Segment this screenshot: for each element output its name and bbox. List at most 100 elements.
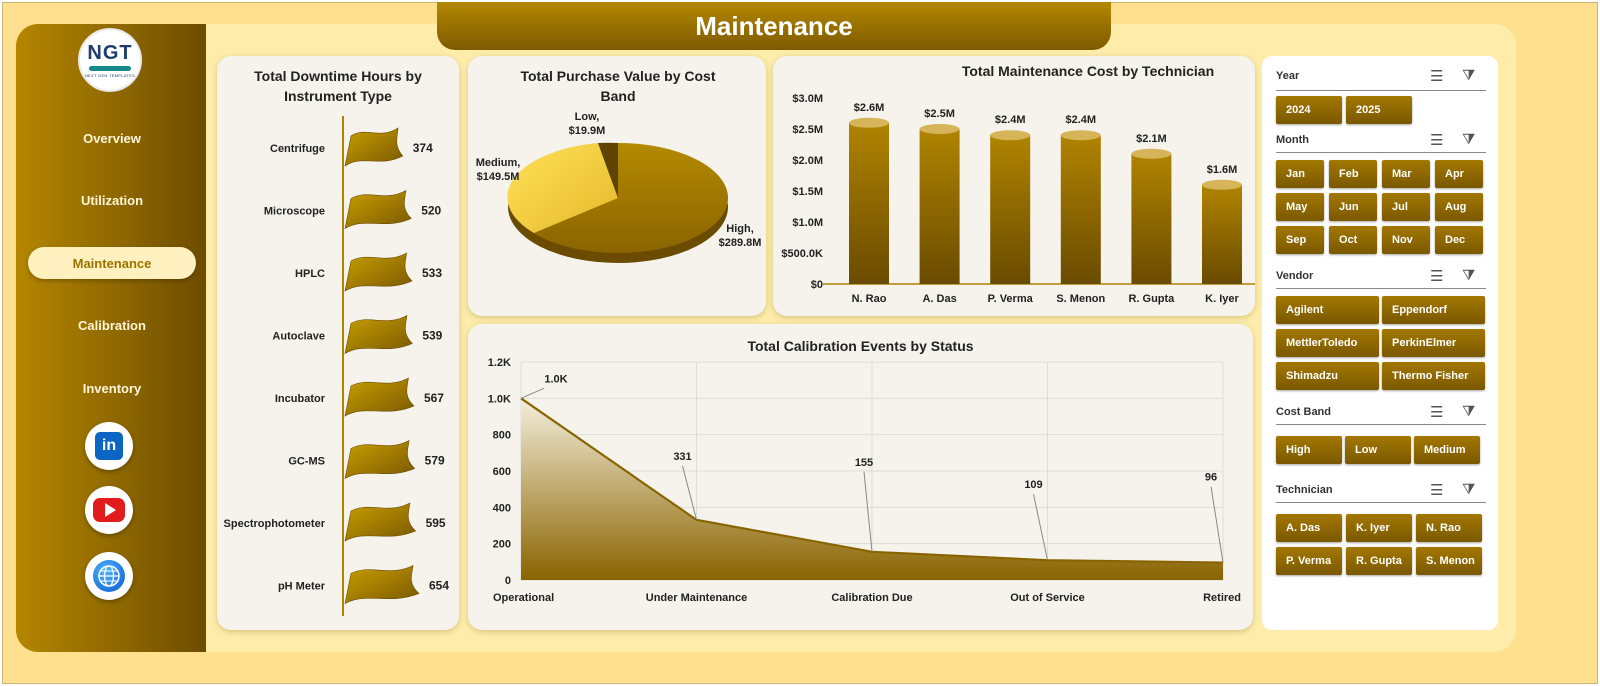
purchase-title: Total Purchase Value by Cost Band: [488, 66, 748, 106]
slicer-panel: Year ☰ ⧩ 2024 2025 Month ☰ ⧩ Jan Feb Mar Apr May Jun J…: [1262, 56, 1498, 630]
downtime-title-line1: Total Downtime Hours by: [254, 68, 422, 84]
technician-cost-bar-cap: [990, 130, 1031, 141]
month-option[interactable]: Dec: [1435, 226, 1483, 254]
nav-calibration[interactable]: Calibration: [78, 317, 146, 333]
technician-cost-category-label: R. Gupta: [1128, 293, 1175, 305]
year-option[interactable]: 2025: [1346, 96, 1412, 124]
purchase-title-line2: Band: [600, 88, 636, 104]
downtime-bar: [344, 127, 404, 167]
clear-filter-icon[interactable]: ⧩: [1462, 481, 1476, 498]
cost_band-option[interactable]: High: [1276, 436, 1342, 464]
downtime-bar: [344, 314, 413, 355]
month-option[interactable]: Jan: [1276, 160, 1324, 188]
downtime-category-label: Microscope: [264, 206, 325, 218]
downtime-chart: Centrifuge 374 Microscope 520 HPLC 533 Autocla…: [224, 116, 449, 616]
downtime-bar: [344, 502, 417, 542]
multi-select-icon[interactable]: ☰: [1430, 132, 1444, 149]
nav-maintenance[interactable]: Maintenance: [28, 247, 196, 279]
pie-label-low-name: Low,: [575, 111, 600, 123]
month-option[interactable]: Oct: [1329, 226, 1377, 254]
downtime-value-label: 533: [422, 266, 442, 280]
vendor-option[interactable]: Agilent: [1276, 296, 1379, 324]
technician-cost-y-tick: $2.0M: [792, 155, 823, 167]
technician-cost-y-tick: $1.5M: [792, 186, 823, 198]
globe-icon: [93, 560, 125, 592]
vendor-option[interactable]: PerkinElmer: [1382, 329, 1485, 357]
nav-utilization[interactable]: Utilization: [80, 192, 144, 208]
calibration-leader-line: [1033, 494, 1048, 561]
purchase-card: Total Purchase Value by Cost Band Low, $…: [468, 56, 766, 316]
technician-option[interactable]: N. Rao: [1416, 514, 1482, 542]
vendor-slicer-divider: [1276, 288, 1486, 289]
clear-filter-icon[interactable]: ⧩: [1462, 267, 1476, 284]
vendor-slicer-label: Vendor: [1276, 270, 1314, 282]
technician-option[interactable]: A. Das: [1276, 514, 1342, 542]
nav-overview[interactable]: Overview: [83, 130, 141, 146]
multi-select-icon[interactable]: ☰: [1430, 268, 1444, 285]
technician-cost-category-label: S. Menon: [1056, 293, 1105, 305]
downtime-value-label: 579: [425, 454, 445, 468]
website-button[interactable]: [85, 552, 133, 600]
technician-option[interactable]: K. Iyer: [1346, 514, 1412, 542]
calibration-value-label: 155: [855, 457, 873, 469]
clear-filter-icon[interactable]: ⧩: [1462, 131, 1476, 148]
calibration-category-label: Calibration Due: [831, 592, 912, 604]
month-option[interactable]: Sep: [1276, 226, 1324, 254]
month-option[interactable]: Aug: [1435, 193, 1483, 221]
multi-select-icon[interactable]: ☰: [1430, 404, 1444, 421]
technician-cost-value-label: $2.4M: [995, 114, 1026, 126]
clear-filter-icon[interactable]: ⧩: [1462, 403, 1476, 420]
technician-cost-category-label: K. Iyer: [1205, 293, 1239, 305]
calibration-leader-line: [520, 387, 545, 399]
technician-cost-category-label: A. Das: [922, 293, 956, 305]
month-option[interactable]: Jun: [1329, 193, 1377, 221]
technician-cost-bar: [990, 135, 1031, 284]
cost_band-option[interactable]: Medium: [1414, 436, 1480, 464]
calibration-chart: 1.2K 1.0K 800 600 400 200 0 1.0K Operational 331…: [488, 357, 1241, 604]
technician-cost-chart: $3.0M $2.5M $2.0M $1.5M $1.0M $500.0K $0 $2.6M…: [781, 93, 1255, 305]
multi-select-icon[interactable]: ☰: [1430, 482, 1444, 499]
downtime-bar: [344, 252, 413, 292]
technician-option[interactable]: S. Menon: [1416, 547, 1482, 575]
pie-label-medium-value: $149.5M: [477, 171, 520, 183]
linkedin-button[interactable]: in: [85, 422, 133, 470]
month-option[interactable]: May: [1276, 193, 1324, 221]
downtime-category-label: Autoclave: [272, 331, 325, 343]
calibration-area: [521, 398, 1223, 580]
downtime-category-label: HPLC: [295, 268, 325, 280]
calibration-category-label: Out of Service: [1010, 592, 1085, 604]
vendor-option[interactable]: MettlerToledo: [1276, 329, 1379, 357]
downtime-category-label: Spectrophotometer: [224, 518, 326, 530]
clear-filter-icon[interactable]: ⧩: [1462, 67, 1476, 84]
month-option[interactable]: Jul: [1382, 193, 1430, 221]
month-option[interactable]: Feb: [1329, 160, 1377, 188]
downtime-value-label: 374: [413, 141, 433, 155]
technician-cost-value-label: $2.6M: [854, 102, 885, 114]
purchase-title-line1: Total Purchase Value by Cost: [520, 68, 716, 84]
month-option[interactable]: Nov: [1382, 226, 1430, 254]
vendor-option[interactable]: Shimadzu: [1276, 362, 1379, 390]
calibration-value-label: 1.0K: [544, 373, 567, 385]
youtube-button[interactable]: [85, 486, 133, 534]
month-option[interactable]: Mar: [1382, 160, 1430, 188]
downtime-bar: [344, 564, 420, 605]
multi-select-icon[interactable]: ☰: [1430, 68, 1444, 85]
downtime-category-label: Incubator: [275, 393, 326, 405]
technician-cost-y-tick: $2.5M: [792, 124, 823, 136]
vendor-option[interactable]: Eppendorf: [1382, 296, 1485, 324]
cost_band-option[interactable]: Low: [1345, 436, 1411, 464]
technician-option[interactable]: R. Gupta: [1346, 547, 1412, 575]
technician-cost-y-tick: $0: [811, 279, 823, 291]
calibration-y-tick: 600: [493, 466, 511, 478]
technician-cost-value-label: $1.6M: [1207, 164, 1238, 176]
downtime-category-label: Centrifuge: [270, 143, 325, 155]
nav-inventory[interactable]: Inventory: [82, 380, 142, 396]
technician-cost-bar: [1202, 184, 1242, 284]
technician-cost-bar: [919, 129, 960, 284]
technician-option[interactable]: P. Verma: [1276, 547, 1342, 575]
calibration-category-label: Retired: [1203, 592, 1241, 604]
year-option[interactable]: 2024: [1276, 96, 1342, 124]
vendor-option[interactable]: Thermo Fisher: [1382, 362, 1485, 390]
month-option[interactable]: Apr: [1435, 160, 1483, 188]
downtime-value-label: 654: [429, 579, 449, 593]
